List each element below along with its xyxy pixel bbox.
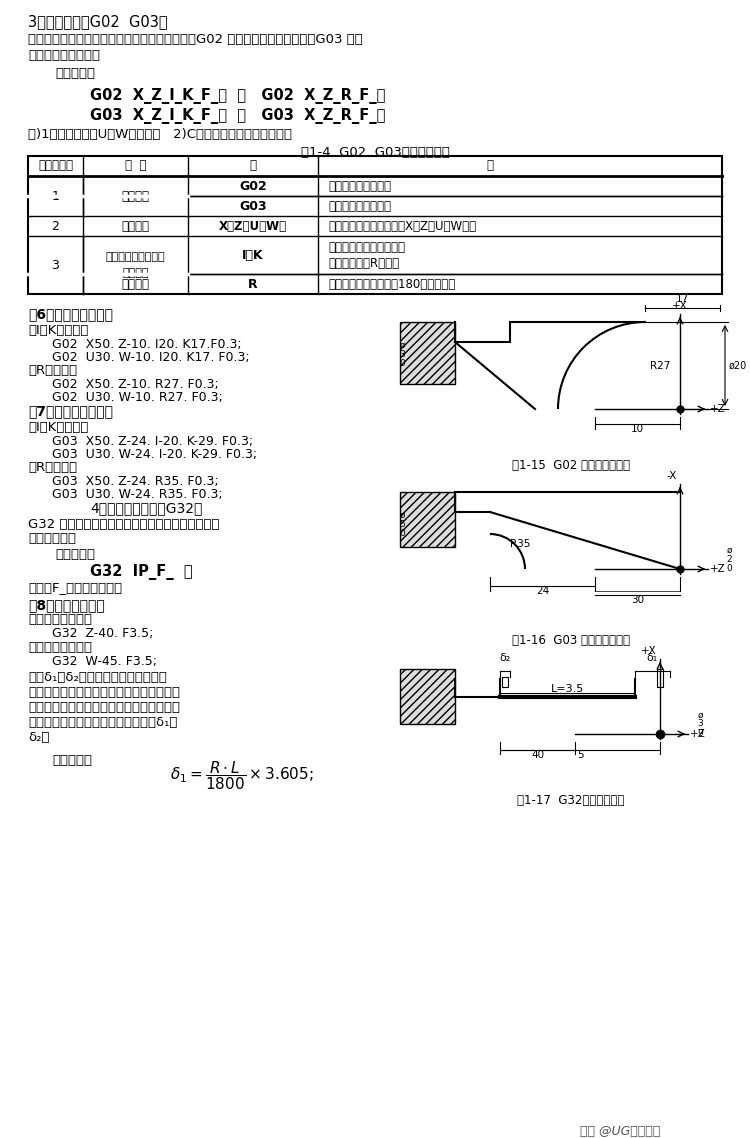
Text: 5: 5 <box>577 750 584 760</box>
Text: 输入格式：: 输入格式： <box>55 549 95 561</box>
Text: 注）「F_」为螺纹的螺距: 注）「F_」为螺纹的螺距 <box>28 582 122 594</box>
Text: 指  令: 指 令 <box>124 159 146 172</box>
Text: 考虑的因素: 考虑的因素 <box>38 159 73 172</box>
Text: 4．螺纹切削指令（G32）: 4．螺纹切削指令（G32） <box>90 501 202 516</box>
Text: $\delta_1=\dfrac{R\cdot L}{1800}\times 3.605$;: $\delta_1=\dfrac{R\cdot L}{1800}\times 3… <box>170 759 314 792</box>
Text: （经常用半径R指定）: （经常用半径R指定） <box>328 256 399 270</box>
Text: 从圆弧起点到圆心的位移: 从圆弧起点到圆心的位移 <box>328 240 405 254</box>
Text: I、K: I、K <box>242 248 264 262</box>
Text: 图1-17  G32圆柱螺纹切削: 图1-17 G32圆柱螺纹切削 <box>518 794 625 807</box>
Text: +Z: +Z <box>690 729 706 739</box>
Text: G32  W-45. F3.5;: G32 W-45. F3.5; <box>52 655 157 668</box>
Bar <box>400 669 455 724</box>
Text: 1: 1 <box>52 190 59 203</box>
Text: 而产生的不完全螺纹。这些不完全螺纹部分: 而产生的不完全螺纹。这些不完全螺纹部分 <box>28 686 180 699</box>
Text: G32 指令能够切削圆柱螺纹、圆锥螺纹、端面螺纹: G32 指令能够切削圆柱螺纹、圆锥螺纹、端面螺纹 <box>28 518 220 531</box>
Text: G03: G03 <box>239 199 267 213</box>
Text: 圆弧半径: 圆弧半径 <box>122 278 149 290</box>
Text: 2: 2 <box>52 220 59 232</box>
Text: 螺纹的长度。请参考有关手册来计算δ₁和: 螺纹的长度。请参考有关手册来计算δ₁和 <box>28 716 177 729</box>
Text: G03  U30. W-24. R35. F0.3;: G03 U30. W-24. R35. F0.3; <box>52 488 223 501</box>
Text: 表1-4  G02  G03程序段的含义: 表1-4 G02 G03程序段的含义 <box>301 146 449 159</box>
Text: 注)1）用增量坐标U、W也可以；   2)C轴不能执行圆弧插补指令。: 注)1）用增量坐标U、W也可以； 2)C轴不能执行圆弧插补指令。 <box>28 127 292 141</box>
Bar <box>28 156 722 294</box>
Text: 心的位移: 心的位移 <box>122 269 148 278</box>
Text: G03  X_Z_I_K_F_；  或   G03  X_Z_R_F_；: G03 X_Z_I_K_F_； 或 G03 X_Z_R_F_； <box>90 108 386 124</box>
Text: （I、K）指令：: （I、K）指令： <box>28 324 88 337</box>
Text: 输入格式：: 输入格式： <box>55 67 95 80</box>
Text: （渦形螺纹）: （渦形螺纹） <box>28 531 76 545</box>
Text: -X: -X <box>667 471 677 481</box>
Text: 17: 17 <box>676 294 689 304</box>
Text: 例6：順时针圆弧插补: 例6：順时针圆弧插补 <box>28 307 113 321</box>
Text: ø
2
0: ø 2 0 <box>726 545 732 572</box>
Text: 含: 含 <box>250 159 256 172</box>
Text: δ₂: δ₂ <box>500 653 511 663</box>
Text: 终点位置: 终点位置 <box>122 220 149 232</box>
Text: G02  X50. Z-10. I20. K17.F0.3;: G02 X50. Z-10. I20. K17.F0.3; <box>52 338 242 351</box>
Text: ø
5
0: ø 5 0 <box>399 511 405 537</box>
Text: +X: +X <box>672 300 688 311</box>
Text: 24: 24 <box>536 586 549 596</box>
Text: 注）δ₁和δ₂表示由于伺服系统的延迟: 注）δ₁和δ₂表示由于伺服系统的延迟 <box>28 671 166 684</box>
Text: G02  X50. Z-10. R27. F0.3;: G02 X50. Z-10. R27. F0.3; <box>52 378 219 391</box>
Bar <box>400 322 455 384</box>
Text: +Z: +Z <box>710 564 726 574</box>
Text: 该指令能使刀具沿着圆弧运动，切出圆弧轮廓。G02 来順时针圆弧插补指令，G03 为逆: 该指令能使刀具沿着圆弧运动，切出圆弧轮廓。G02 来順时针圆弧插补指令，G03 … <box>28 33 363 46</box>
Text: 30: 30 <box>631 595 644 605</box>
Text: δ₁: δ₁ <box>646 653 658 663</box>
Bar <box>400 492 455 547</box>
Text: G02  U30. W-10. R27. F0.3;: G02 U30. W-10. R27. F0.3; <box>52 391 223 404</box>
Text: 刀具轨达逆时针回转: 刀具轨达逆时针回转 <box>328 199 391 213</box>
Text: ø
3
9: ø 3 9 <box>698 710 703 737</box>
Text: （I、K）指令：: （I、K）指令： <box>28 421 88 434</box>
Text: 经验公式：: 经验公式： <box>52 754 92 767</box>
Text: R: R <box>248 278 258 290</box>
Text: +Z: +Z <box>710 404 726 414</box>
Text: （相对坐标指令）: （相对坐标指令） <box>28 641 92 654</box>
Text: G03  U30. W-24. I-20. K-29. F0.3;: G03 U30. W-24. I-20. K-29. F0.3; <box>52 448 257 461</box>
Text: ø20: ø20 <box>729 361 747 371</box>
Text: δ₂；: δ₂； <box>28 731 50 744</box>
Text: G32  Z-40. F3.5;: G32 Z-40. F3.5; <box>52 627 153 640</box>
Text: 刀具轨边順时针回转: 刀具轨边順时针回转 <box>328 180 391 192</box>
Text: （R）指令：: （R）指令： <box>28 364 77 377</box>
Text: 图1-16  G03 逆时针圆弧插补: 图1-16 G03 逆时针圆弧插补 <box>512 634 630 648</box>
Text: X、Z（U、W）: X、Z（U、W） <box>219 220 287 232</box>
Text: G03  X50. Z-24. R35. F0.3;: G03 X50. Z-24. R35. F0.3; <box>52 475 219 488</box>
Text: 时针圆弧插补指令。: 时针圆弧插补指令。 <box>28 49 100 61</box>
Text: （绝对坐标指令）: （绝对坐标指令） <box>28 613 92 626</box>
Text: 10: 10 <box>631 424 644 434</box>
Text: G32  IP_F_  ；: G32 IP_F_ ； <box>90 564 193 580</box>
Text: G03  X50. Z-24. I-20. K-29. F0.3;: G03 X50. Z-24. I-20. K-29. F0.3; <box>52 435 253 448</box>
Text: 3: 3 <box>52 258 59 272</box>
Text: ø
3
0: ø 3 0 <box>399 340 405 368</box>
Text: L=3.5: L=3.5 <box>550 684 584 694</box>
Text: 从圆弧起点到圆弧中: 从圆弧起点到圆弧中 <box>106 251 165 262</box>
Text: 回转方向: 回转方向 <box>122 190 149 203</box>
Text: 例7：逆时针圆弧插补: 例7：逆时针圆弧插补 <box>28 404 113 418</box>
Text: 头条 @UG编程少白: 头条 @UG编程少白 <box>580 1125 660 1138</box>
Text: 指圆弧的半径，取小于180的圆弧部分: 指圆弧的半径，取小于180的圆弧部分 <box>328 278 455 290</box>
Text: 3．圆弧插补（G02  G03）: 3．圆弧插补（G02 G03） <box>28 14 168 28</box>
Text: G02: G02 <box>239 180 267 192</box>
Text: R27: R27 <box>650 361 670 371</box>
Text: G02  X_Z_I_K_F_；  或   G02  X_Z_R_F_；: G02 X_Z_I_K_F_； 或 G02 X_Z_R_F_； <box>90 88 386 104</box>
Text: G02  U30. W-10. I20. K17. F0.3;: G02 U30. W-10. I20. K17. F0.3; <box>52 351 250 364</box>
Text: 义: 义 <box>487 159 494 172</box>
Text: 例8：圆柱螺纹切削: 例8：圆柱螺纹切削 <box>28 597 105 612</box>
Text: +X: +X <box>641 646 657 655</box>
Text: 加工坐标系中圆弧终点的X、Z（U、W）值: 加工坐标系中圆弧终点的X、Z（U、W）值 <box>328 220 476 232</box>
Text: （R）指令：: （R）指令： <box>28 461 77 475</box>
Text: 的螺距也不均匀，应该考虑这一因素来决定: 的螺距也不均匀，应该考虑这一因素来决定 <box>28 701 180 714</box>
Text: 40: 40 <box>531 750 544 760</box>
Text: R35: R35 <box>510 539 530 549</box>
Text: 图1-15  G02 順时针圆弧插补: 图1-15 G02 順时针圆弧插补 <box>512 459 630 472</box>
